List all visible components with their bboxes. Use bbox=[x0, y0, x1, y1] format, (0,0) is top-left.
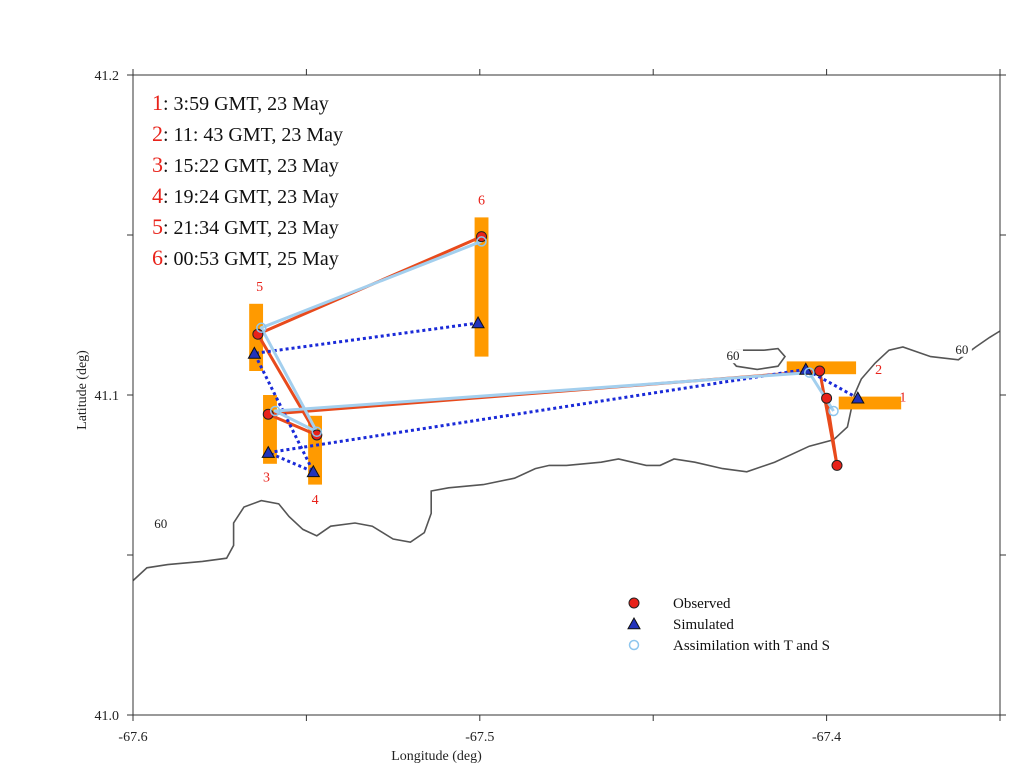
y-tick-label: 41.2 bbox=[95, 69, 120, 84]
time-legend-number: 1 bbox=[152, 90, 163, 115]
legend-marker-circle bbox=[628, 597, 640, 609]
marker-open-circle-2 bbox=[269, 405, 281, 417]
time-legend-text: : 00:53 GMT, 25 May bbox=[163, 248, 339, 270]
time-legend-text: : 3:59 GMT, 23 May bbox=[163, 93, 329, 115]
marker-triangle-3 bbox=[306, 464, 321, 478]
time-legend-text: : 21:34 GMT, 23 May bbox=[163, 217, 339, 239]
station-label-4: 4 bbox=[312, 493, 319, 508]
station-label-6: 6 bbox=[478, 194, 485, 209]
legend-marker-open-circle bbox=[628, 639, 640, 651]
marker-circle-3 bbox=[311, 429, 323, 441]
plot-axes: -67.6 -67.5 -67.4 41.0 41.1 41.2 Longitude (de… bbox=[75, 69, 1006, 764]
time-legend-number: 6 bbox=[152, 245, 163, 270]
track-markers bbox=[247, 231, 865, 478]
time-legend-item-3: 3: 15:22 GMT, 23 May bbox=[152, 152, 339, 177]
time-legend-text: : 15:22 GMT, 23 May bbox=[163, 155, 339, 177]
track-line-simulated bbox=[252, 321, 859, 474]
marker-circle-1 bbox=[814, 365, 826, 377]
marker-open-circle-3 bbox=[311, 426, 323, 438]
x-tick-label: -67.6 bbox=[118, 730, 147, 745]
legend-label-circle: Observed bbox=[673, 596, 731, 612]
marker-circle-6 bbox=[831, 459, 843, 471]
time-legend-item-2: 2: 11: 43 GMT, 23 May bbox=[152, 121, 343, 146]
time-legend-text: : 19:24 GMT, 23 May bbox=[163, 186, 339, 208]
contour-label-bg-0 bbox=[150, 517, 171, 532]
time-legend-number: 2 bbox=[152, 121, 163, 146]
marker-triangle-0 bbox=[850, 391, 865, 404]
contour-label-2: 60 bbox=[955, 342, 968, 357]
time-legend-item-4: 4: 19:24 GMT, 23 May bbox=[152, 183, 339, 208]
contour-labels: 60 60 60 bbox=[150, 342, 972, 532]
contour-label-0: 60 bbox=[154, 516, 167, 531]
track-line-assimilation-with-t-and-s bbox=[259, 240, 835, 434]
y-axis-label: Latitude (deg) bbox=[75, 350, 90, 430]
marker-open-circle-1 bbox=[804, 367, 815, 378]
station-label-2: 2 bbox=[875, 363, 882, 378]
time-legend-item-1: 1: 3:59 GMT, 23 May bbox=[152, 90, 329, 115]
time-legend-number: 4 bbox=[152, 183, 163, 208]
time-legend-number: 5 bbox=[152, 214, 163, 239]
x-tick-label: -67.4 bbox=[812, 730, 841, 745]
y-tick-label: 41.1 bbox=[95, 389, 120, 404]
x-tick-label: -67.5 bbox=[465, 730, 494, 745]
time-legend-item-5: 5: 21:34 GMT, 23 May bbox=[152, 214, 339, 239]
uncertainty-bar-1 bbox=[838, 396, 902, 410]
contour-line-1 bbox=[728, 347, 787, 371]
bathymetry-contours bbox=[132, 330, 1001, 582]
contour-line-0 bbox=[132, 330, 1001, 582]
time-legend-text: : 11: 43 GMT, 23 May bbox=[163, 124, 343, 146]
station-label-5: 5 bbox=[256, 280, 263, 295]
marker-open-circle-5 bbox=[476, 236, 487, 247]
marker-circle-0 bbox=[821, 392, 833, 404]
marker-open-circle-4 bbox=[256, 322, 267, 334]
x-axis-label: Longitude (deg) bbox=[391, 749, 482, 764]
marker-open-circle-0 bbox=[828, 405, 839, 417]
contour-label-1: 60 bbox=[726, 348, 739, 363]
marker-triangle-5 bbox=[471, 315, 485, 329]
contour-label-bg-2 bbox=[951, 342, 972, 357]
station-label-3: 3 bbox=[263, 470, 270, 485]
y-tick-label: 41.0 bbox=[95, 709, 120, 724]
contour-label-bg-1 bbox=[722, 349, 743, 364]
legend-label-triangle: Simulated bbox=[673, 617, 734, 633]
time-legend-item-6: 6: 00:53 GMT, 25 May bbox=[152, 245, 339, 270]
marker-legend: Observed Simulated Assimilation with T and… bbox=[627, 596, 830, 654]
legend-label-open-circle: Assimilation with T and S bbox=[673, 638, 830, 654]
station-label-1: 1 bbox=[899, 390, 906, 405]
marker-triangle-4 bbox=[247, 346, 262, 359]
station-labels: 1 2 3 4 5 6 bbox=[256, 194, 906, 508]
marker-triangle-2 bbox=[261, 445, 276, 458]
legend-marker-triangle bbox=[627, 616, 641, 630]
time-legend-number: 3 bbox=[152, 152, 163, 177]
